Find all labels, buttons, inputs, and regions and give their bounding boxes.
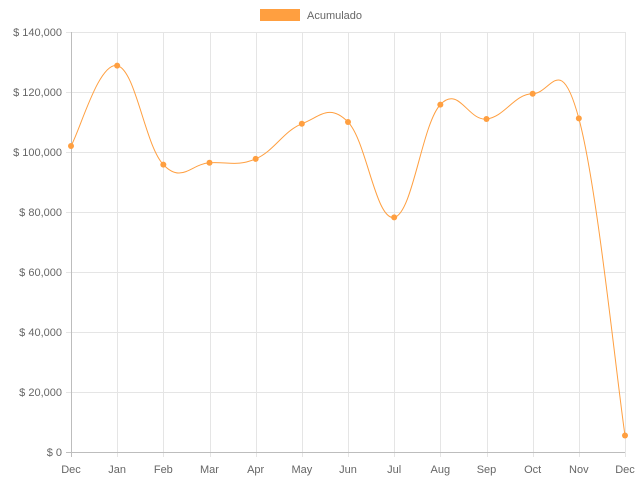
x-tick-label: Dec <box>615 464 635 476</box>
x-tick-label: Jul <box>387 464 401 476</box>
x-tick-label: Apr <box>247 464 264 476</box>
data-point-0[interactable] <box>68 143 74 149</box>
data-point-5[interactable] <box>298 120 305 127</box>
y-tick-label: $ 120,000 <box>13 87 62 99</box>
y-axis: $ 0 $ 20,000 $ 40,000 $ 60,000 $ 80,000 $ 100… <box>13 27 72 459</box>
x-tick-label: Dec <box>61 464 81 476</box>
x-tick-label: Oct <box>524 464 541 476</box>
x-tick-label: Mar <box>200 464 219 476</box>
y-tick-label: $ 140,000 <box>13 27 62 39</box>
x-tick-label: Feb <box>154 464 173 476</box>
x-tick-label: May <box>291 464 312 476</box>
data-point-11[interactable] <box>575 115 582 122</box>
grid-lines <box>66 32 626 457</box>
data-point-2[interactable] <box>160 161 167 168</box>
data-point-12[interactable] <box>622 432 628 439</box>
data-point-4[interactable] <box>252 155 259 162</box>
data-point-3[interactable] <box>206 159 213 166</box>
x-tick-label: Aug <box>431 464 451 476</box>
data-point-10[interactable] <box>529 90 536 97</box>
data-point-1[interactable] <box>114 62 121 69</box>
series-line-acumulado <box>70 65 626 436</box>
y-tick-label: $ 20,000 <box>19 387 62 399</box>
y-tick-label: $ 0 <box>47 447 62 459</box>
legend-swatch <box>260 9 300 21</box>
data-points <box>68 62 628 439</box>
data-point-8[interactable] <box>437 101 444 108</box>
legend[interactable]: Acumulado <box>260 9 362 22</box>
y-tick-label: $ 100,000 <box>13 147 62 159</box>
legend-label-acumulado: Acumulado <box>307 10 362 22</box>
y-tick-label: $ 60,000 <box>19 267 62 279</box>
x-tick-label: Sep <box>477 464 497 476</box>
x-tick-label: Jan <box>108 464 126 476</box>
data-point-7[interactable] <box>391 214 398 221</box>
x-tick-label: Nov <box>569 464 589 476</box>
x-axis: Dec Jan Feb Mar Apr May Jun Jul Aug Sep Oct Nov Dec <box>61 452 635 476</box>
x-tick-label: Jun <box>339 464 357 476</box>
data-point-6[interactable] <box>345 119 351 125</box>
data-point-9[interactable] <box>483 116 490 122</box>
y-tick-label: $ 40,000 <box>19 327 62 339</box>
y-tick-label: $ 80,000 <box>19 207 62 219</box>
